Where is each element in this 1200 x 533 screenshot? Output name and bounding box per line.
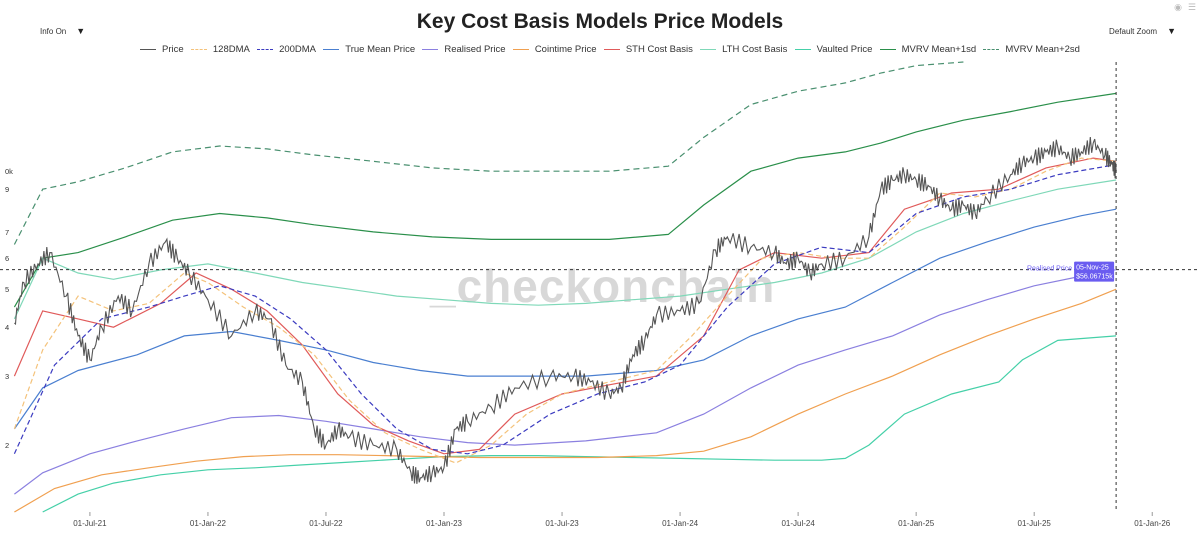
legend-swatch bbox=[794, 49, 811, 50]
x-tick-label: 01-Jul-25 bbox=[1018, 519, 1052, 528]
series-line-128dma bbox=[13, 157, 1117, 464]
legend-label: STH Cost Basis bbox=[625, 44, 693, 55]
series-line-realised-price bbox=[14, 269, 1117, 495]
legend-item-cointime-price[interactable]: Cointime Price bbox=[512, 44, 597, 55]
legend-item-true-mean-price[interactable]: True Mean Price bbox=[323, 44, 415, 55]
tooltip-box bbox=[1074, 261, 1115, 282]
series-line-sth-cost-basis bbox=[13, 157, 1117, 455]
legend-swatch bbox=[422, 49, 439, 50]
series-line-mvrv-mean-1sd bbox=[13, 92, 1117, 308]
series-line-cointime-price bbox=[14, 288, 1117, 513]
x-tick-label: 01-Jan-22 bbox=[190, 519, 227, 528]
series-line-price bbox=[14, 136, 1117, 484]
tooltip-series-name: Realised Price bbox=[1027, 266, 1072, 273]
legend-item-sth-cost-basis[interactable]: STH Cost Basis bbox=[603, 44, 693, 55]
legend-swatch bbox=[700, 49, 717, 50]
series-line-mvrv-mean-2sd bbox=[13, 61, 964, 245]
x-tick-label: 01-Jul-22 bbox=[309, 519, 343, 528]
legend-swatch bbox=[140, 49, 156, 50]
watermark-text: _checkonchain bbox=[429, 260, 775, 312]
caret-down-icon: ▼ bbox=[1167, 26, 1176, 36]
legend-label: Realised Price bbox=[444, 44, 506, 55]
x-tick-label: 01-Jul-24 bbox=[781, 519, 815, 528]
info-toggle-dropdown[interactable]: Info On ▼ bbox=[40, 26, 85, 36]
x-tick-label: 01-Jan-23 bbox=[426, 519, 463, 528]
caret-down-icon: ▼ bbox=[76, 26, 86, 36]
x-tick-label: 01-Jan-24 bbox=[662, 519, 699, 528]
legend-item-mvrv-mean-2sd[interactable]: MVRV Mean+2sd bbox=[983, 44, 1080, 55]
legend-label: 128DMA bbox=[212, 44, 250, 55]
legend-item-mvrv-mean-1sd[interactable]: MVRV Mean+1sd bbox=[879, 44, 977, 55]
legend-label: True Mean Price bbox=[345, 44, 416, 55]
legend-label: Vaulted Price bbox=[816, 44, 873, 55]
legend-label: 200DMA bbox=[279, 44, 317, 55]
legend-label: LTH Cost Basis bbox=[722, 44, 788, 55]
legend-item-128dma[interactable]: 128DMA bbox=[190, 44, 250, 55]
legend-item-realised-price[interactable]: Realised Price bbox=[422, 44, 506, 55]
legend-swatch bbox=[603, 49, 620, 50]
legend-label: MVRV Mean+2sd bbox=[1005, 44, 1080, 55]
y-tick-label: 3 bbox=[5, 372, 9, 381]
tooltip-value: $56.06715k bbox=[1076, 274, 1113, 281]
y-tick-label: 6 bbox=[5, 254, 9, 263]
chart-title: Key Cost Basis Models Price Models bbox=[416, 10, 784, 33]
legend-swatch bbox=[983, 49, 1000, 50]
info-toggle-label: Info On bbox=[40, 26, 67, 36]
x-tick-label: 01-Jul-21 bbox=[73, 519, 107, 528]
legend-label: Cointime Price bbox=[534, 44, 597, 55]
y-tick-label: 0k bbox=[5, 167, 13, 176]
zoom-dropdown[interactable]: Default Zoom ▼ bbox=[1109, 26, 1176, 36]
legend-item-vaulted-price[interactable]: Vaulted Price bbox=[794, 44, 873, 55]
chart-toolbar: ◉ ☰ bbox=[1174, 2, 1196, 13]
legend-item-200dma[interactable]: 200DMA bbox=[257, 44, 316, 55]
legend-item-lth-cost-basis[interactable]: LTH Cost Basis bbox=[700, 44, 787, 55]
legend-swatch bbox=[190, 49, 207, 50]
y-tick-label: 2 bbox=[5, 441, 9, 450]
series-line-200dma bbox=[13, 164, 1117, 455]
series-line-lth-cost-basis bbox=[13, 179, 1117, 320]
y-tick-label: 7 bbox=[5, 228, 9, 237]
x-tick-label: 01-Jan-25 bbox=[898, 519, 935, 528]
legend-label: MVRV Mean+1sd bbox=[901, 44, 977, 55]
legend-swatch bbox=[257, 49, 274, 50]
series-line-true-mean-price bbox=[13, 208, 1117, 430]
legend-label: Price bbox=[162, 44, 184, 55]
legend-swatch bbox=[323, 49, 340, 50]
legend-item-price[interactable]: Price bbox=[140, 44, 184, 55]
menu-icon[interactable]: ☰ bbox=[1187, 2, 1196, 12]
y-tick-label: 5 bbox=[5, 285, 9, 294]
y-tick-label: 4 bbox=[5, 323, 9, 332]
x-tick-label: 01-Jul-23 bbox=[545, 519, 579, 528]
legend-swatch bbox=[879, 49, 896, 50]
x-tick-label: 01-Jan-26 bbox=[1134, 519, 1171, 528]
camera-icon[interactable]: ◉ bbox=[1174, 2, 1182, 12]
zoom-dropdown-label: Default Zoom bbox=[1109, 26, 1158, 36]
legend-swatch bbox=[512, 49, 529, 50]
y-tick-label: 9 bbox=[5, 185, 9, 194]
tooltip-date: 05-Nov-25 bbox=[1076, 265, 1109, 272]
chart-legend: Price 128DMA 200DMA True Mean Price Realised… bbox=[140, 44, 1080, 55]
